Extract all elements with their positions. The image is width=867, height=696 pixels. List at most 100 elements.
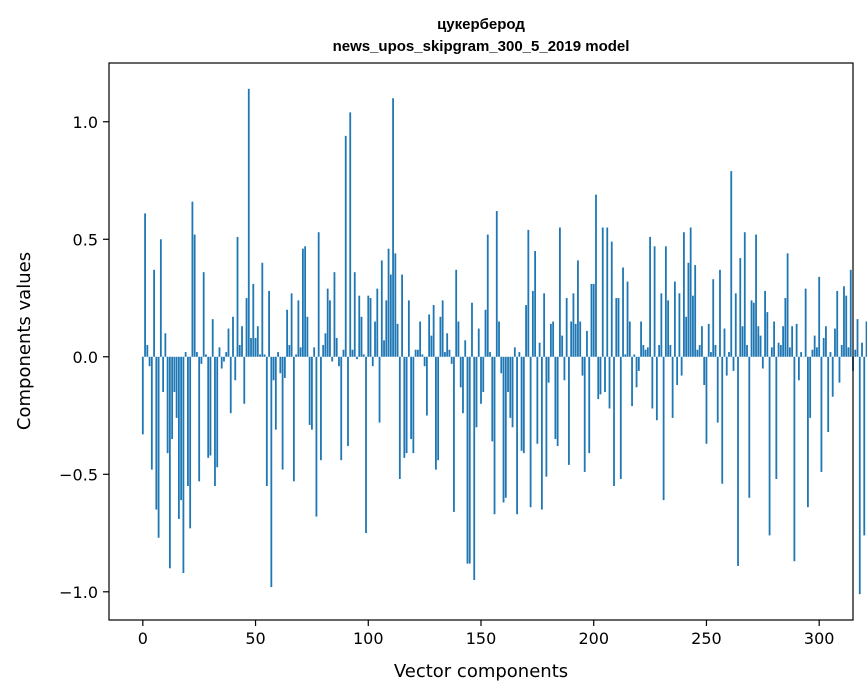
bar bbox=[597, 356, 600, 400]
bar bbox=[734, 293, 737, 357]
bar bbox=[338, 356, 340, 367]
bar bbox=[238, 345, 241, 357]
bar bbox=[527, 229, 530, 357]
bar bbox=[187, 356, 189, 487]
bar bbox=[252, 283, 255, 357]
bar bbox=[563, 356, 566, 381]
bar bbox=[202, 272, 205, 357]
bar bbox=[626, 281, 629, 357]
bar bbox=[455, 269, 458, 357]
bar bbox=[516, 356, 518, 515]
bar bbox=[448, 349, 451, 357]
bar bbox=[464, 340, 467, 357]
y-tick-label: −1.0 bbox=[59, 583, 98, 602]
bar bbox=[166, 356, 169, 454]
bar bbox=[313, 347, 316, 357]
bar bbox=[191, 201, 194, 357]
bar bbox=[707, 323, 710, 357]
bar bbox=[471, 302, 473, 357]
bar bbox=[840, 345, 843, 357]
bar bbox=[308, 356, 311, 425]
x-tick-label: 0 bbox=[138, 629, 148, 648]
bar bbox=[770, 347, 773, 357]
bar bbox=[155, 356, 158, 510]
bar bbox=[583, 356, 586, 472]
bar bbox=[292, 356, 295, 482]
x-tick-label: 150 bbox=[466, 629, 497, 648]
bar bbox=[797, 356, 800, 381]
bar bbox=[725, 356, 728, 376]
bar bbox=[211, 319, 214, 357]
bar bbox=[631, 356, 633, 407]
bar bbox=[655, 356, 658, 421]
bar bbox=[595, 194, 597, 357]
bar bbox=[518, 352, 521, 357]
bar bbox=[768, 356, 771, 536]
x-tick-label: 100 bbox=[353, 629, 384, 648]
bar bbox=[392, 98, 394, 357]
bar bbox=[520, 356, 523, 451]
bar bbox=[574, 323, 577, 357]
bar bbox=[568, 356, 570, 465]
bar bbox=[299, 347, 302, 357]
chart-title: цукерберод bbox=[437, 16, 525, 33]
bar bbox=[739, 258, 742, 357]
bar bbox=[279, 356, 282, 374]
bar bbox=[779, 345, 782, 357]
bar bbox=[759, 335, 762, 357]
bar bbox=[335, 337, 338, 357]
bar bbox=[552, 321, 555, 357]
bar bbox=[324, 333, 327, 357]
bar bbox=[678, 293, 681, 357]
plot-frame bbox=[108, 62, 854, 621]
bar bbox=[775, 356, 778, 479]
bar bbox=[540, 356, 543, 510]
bar bbox=[777, 342, 780, 357]
bar bbox=[795, 323, 798, 357]
bar bbox=[536, 356, 539, 444]
bar bbox=[419, 321, 422, 357]
bar bbox=[371, 356, 374, 367]
bar bbox=[283, 356, 286, 378]
bar bbox=[360, 316, 363, 357]
bar bbox=[159, 239, 162, 357]
bar bbox=[414, 349, 417, 357]
bar bbox=[288, 345, 291, 357]
y-axis-label: Components values bbox=[14, 252, 35, 430]
bar bbox=[531, 290, 534, 357]
bar bbox=[148, 356, 151, 367]
x-axis-ticks: 0 50 100 150 200 250 300 bbox=[138, 620, 834, 648]
bar bbox=[570, 321, 573, 357]
bar bbox=[721, 356, 724, 484]
bar bbox=[504, 356, 507, 498]
bar bbox=[274, 356, 277, 430]
bar bbox=[543, 293, 546, 357]
bar bbox=[236, 236, 239, 357]
bar bbox=[854, 349, 857, 357]
bar bbox=[746, 345, 748, 357]
bar bbox=[459, 356, 462, 388]
bar bbox=[615, 298, 618, 357]
bar bbox=[495, 211, 498, 357]
bar bbox=[845, 295, 848, 357]
bar bbox=[229, 356, 232, 414]
bar bbox=[577, 260, 579, 357]
bar bbox=[482, 356, 485, 393]
bar bbox=[588, 356, 591, 454]
bar bbox=[556, 356, 559, 447]
bar bbox=[351, 349, 354, 357]
bar bbox=[369, 298, 372, 357]
bar bbox=[301, 248, 304, 357]
bar bbox=[286, 309, 289, 357]
bar bbox=[189, 356, 192, 529]
bar bbox=[782, 326, 785, 357]
bar bbox=[380, 260, 383, 357]
bar bbox=[723, 328, 726, 357]
bar bbox=[728, 352, 730, 357]
bar bbox=[362, 354, 365, 357]
bar bbox=[705, 356, 708, 444]
bar bbox=[457, 321, 460, 357]
bar bbox=[748, 356, 751, 498]
y-tick-label: −0.5 bbox=[59, 465, 98, 484]
